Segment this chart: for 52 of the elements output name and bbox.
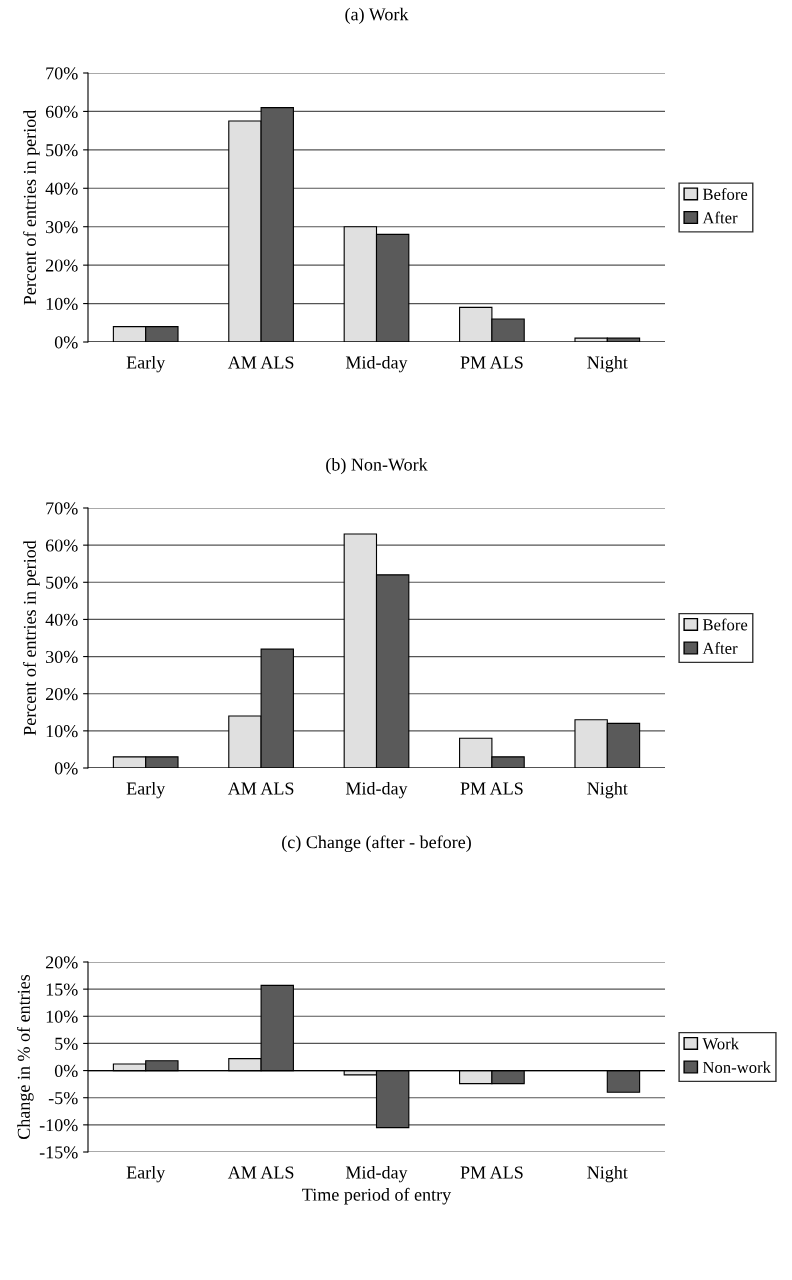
y-tick-label: 15% — [46, 983, 78, 996]
x-tick-label: Night — [587, 355, 628, 373]
legend-label: Non-work — [702, 1061, 771, 1073]
y-tick-label: 30% — [46, 220, 78, 234]
y-axis-title: Percent of entries in period — [23, 540, 40, 736]
x-tick-label: AM ALS — [227, 782, 294, 795]
y-tick-label: -5% — [48, 1091, 78, 1105]
y-tick-label: 50% — [46, 144, 78, 157]
legend-label: After — [702, 211, 738, 224]
legend-label: Before — [702, 618, 748, 631]
chart-title: (c) Change (after - before) — [282, 835, 471, 853]
y-tick-label: 70% — [46, 502, 78, 515]
x-tick-label: Night — [587, 1165, 628, 1183]
x-tick-label: Mid-day — [345, 1165, 408, 1183]
y-tick-label: 40% — [45, 613, 78, 626]
y-tick-label: 30% — [46, 650, 78, 664]
y-tick-label: 5% — [55, 1037, 78, 1050]
legend-label: After — [702, 642, 738, 654]
x-tick-label: Mid-day — [345, 781, 408, 799]
x-tick-label: Mid-day — [345, 355, 408, 373]
x-tick-label: AM ALS — [227, 356, 294, 369]
y-tick-label: 60% — [45, 539, 78, 552]
chart-title: (b) Non-Work — [326, 457, 428, 475]
x-tick-label: Early — [126, 1165, 166, 1183]
legend-label: Before — [702, 188, 748, 200]
y-tick-label: 20% — [45, 687, 78, 701]
y-axis-title: Change in % of entries — [17, 974, 34, 1139]
x-tick-label: PM ALS — [460, 782, 523, 795]
x-tick-label: Early — [126, 355, 166, 373]
y-tick-label: 40% — [45, 182, 78, 195]
y-axis-title: Percent of entries in period — [23, 109, 40, 305]
x-tick-label: Night — [587, 781, 628, 799]
x-tick-label: Early — [126, 781, 166, 799]
x-tick-label: PM ALS — [460, 356, 523, 369]
y-tick-label: 0% — [54, 762, 78, 775]
y-tick-label: 10% — [46, 725, 78, 738]
y-tick-label: 0% — [54, 336, 78, 349]
y-tick-label: 60% — [45, 105, 78, 118]
legend-label: Work — [702, 1037, 740, 1050]
x-tick-label: PM ALS — [460, 1166, 523, 1179]
y-tick-label: 20% — [45, 956, 78, 969]
y-tick-label: 20% — [45, 259, 78, 272]
y-tick-label: -10% — [39, 1119, 78, 1132]
x-axis-title: Time period of entry — [302, 1187, 452, 1205]
chart-title: (a) Work — [345, 7, 409, 25]
y-tick-label: 70% — [46, 67, 78, 80]
y-tick-label: 10% — [46, 297, 78, 311]
y-tick-label: 10% — [46, 1010, 78, 1023]
y-tick-label: 0% — [54, 1064, 78, 1078]
y-tick-label: 50% — [46, 576, 78, 589]
x-tick-label: AM ALS — [227, 1166, 294, 1179]
y-tick-label: -15% — [39, 1146, 78, 1159]
